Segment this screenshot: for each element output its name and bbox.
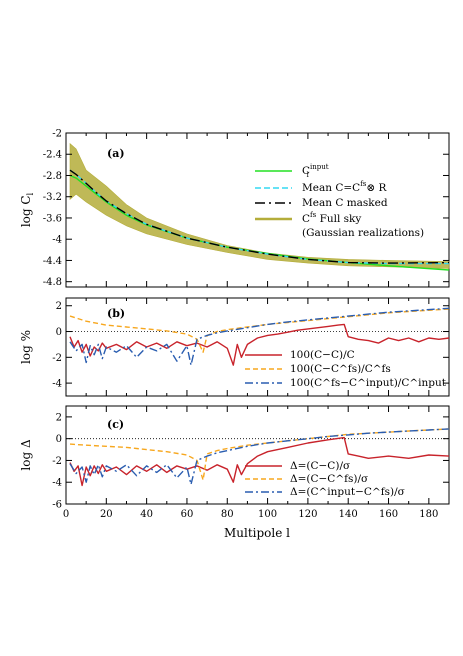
a-x-ticks <box>65 133 450 287</box>
x-tick-label-8: 160 <box>379 509 398 520</box>
panel-c: 2 0 -2 -4 -6 (c) log Δ Δ=(C−C)/σ Δ=(C−C^fs)/… <box>19 405 450 511</box>
b-y-tick-label-3: -4 <box>52 379 62 390</box>
panel-a: -2-2.4-2.8-3.2-3.6-4-4.4-4.8 (a) log Cl … <box>19 129 450 288</box>
a-band-group <box>69 142 450 269</box>
a-legend-label-3: Cfs Full sky <box>302 211 361 225</box>
panel-a-frame <box>65 132 450 288</box>
b-y-tick-label-2: -2 <box>52 353 62 364</box>
panel-b: 2 0 -2 -4 (b) log % 100(C−C)/C 100(C−C^fs)/… <box>19 297 450 397</box>
c-y-tick-label-1: 0 <box>56 434 62 445</box>
a-band-realizations <box>69 142 450 269</box>
c-y-tick-label-0: 2 <box>56 412 62 423</box>
panel-b-frame <box>65 297 450 397</box>
a-y-tick-label-6: -4.4 <box>43 256 62 267</box>
a-y-tick-label-2: -2.8 <box>43 171 62 182</box>
b-legend: 100(C−C)/C 100(C−C^fs)/C^fs 100(C^fs−C^i… <box>245 349 447 389</box>
b-legend-label-2: 100(C^fs−C^input)/C^input <box>290 377 447 389</box>
c-legend-label-1: Δ=(C−C^fs)/σ <box>290 473 368 485</box>
c-x-ticks <box>65 406 450 504</box>
x-tick-label-1: 20 <box>100 509 113 520</box>
x-tick-label-6: 120 <box>298 509 317 520</box>
c-series-1 <box>69 428 450 481</box>
x-tick-label-2: 40 <box>140 509 153 520</box>
a-y-ticks: -2 -2.4 -2.8 -3.2 -3.6 -4 -4.4 -4.8 <box>43 129 449 288</box>
c-y-tick-label-2: -2 <box>52 456 62 467</box>
x-tick-label-7: 140 <box>339 509 358 520</box>
b-legend-label-0: 100(C−C)/C <box>290 349 355 361</box>
a-y-tick-label-4: -3.6 <box>43 213 62 224</box>
x-tick-labels: 0 20 40 60 80 100 120 140 160 180 <box>63 509 439 520</box>
panel-b-tag: (b) <box>107 307 125 320</box>
c-y-ticks: 2 0 -2 -4 -6 <box>52 412 449 511</box>
a-legend-label-2: Mean C masked <box>302 197 388 209</box>
a-legend-label-0: Cinput l <box>302 163 329 179</box>
c-legend: Δ=(C−C)/σ Δ=(C−C^fs)/σ Δ=(C^input−C^fs)/… <box>245 460 405 498</box>
b-series-2 <box>69 307 450 366</box>
b-y-axis-title: log % <box>19 330 33 364</box>
a-y-tick-label-7: -4.8 <box>43 277 62 288</box>
x-tick-label-5: 100 <box>258 509 277 520</box>
a-legend-label-1: Mean C=Cfs⊗ R <box>302 180 388 194</box>
c-legend-label-0: Δ=(C−C)/σ <box>290 460 350 472</box>
c-y-tick-label-3: -4 <box>52 478 62 489</box>
c-series-0 <box>69 436 450 487</box>
x-tick-label-9: 180 <box>419 509 438 520</box>
a-legend-label-3b: (Gaussian realizations) <box>302 227 424 239</box>
c-series-group <box>66 428 450 487</box>
x-axis-title: Multipole l <box>224 526 290 540</box>
b-series-1 <box>69 308 450 353</box>
a-series-2 <box>69 169 450 264</box>
a-legend: Cinput l Mean C=Cfs⊗ R Mean C masked Cfs … <box>255 163 424 239</box>
c-y-axis-title: log Δ <box>19 439 33 471</box>
x-tick-label-0: 0 <box>63 509 69 520</box>
b-legend-label-1: 100(C−C^fs)/C^fs <box>290 363 391 375</box>
a-series-group <box>69 169 450 271</box>
a-y-tick-label-0: -2 <box>52 129 62 140</box>
c-legend-label-2: Δ=(C^input−C^fs)/σ <box>290 486 405 498</box>
b-series-group <box>66 307 450 366</box>
x-tick-label-4: 80 <box>221 509 234 520</box>
b-x-ticks <box>65 298 450 396</box>
b-y-tick-label-0: 2 <box>56 301 62 312</box>
a-y-tick-label-5: -4 <box>52 235 62 246</box>
a-y-tick-label-1: -2.4 <box>43 150 62 161</box>
c-series-2 <box>69 428 450 486</box>
panel-a-tag: (a) <box>107 147 125 160</box>
panel-c-tag: (c) <box>107 418 124 431</box>
x-tick-label-3: 60 <box>181 509 194 520</box>
a-y-tick-label-3: -3.2 <box>43 192 62 203</box>
b-y-ticks: 2 0 -2 -4 <box>52 301 449 390</box>
a-y-axis-title: log Cl <box>19 192 35 227</box>
b-series-0 <box>69 323 450 366</box>
c-y-tick-label-4: -6 <box>52 500 62 511</box>
panel-c-frame <box>65 405 450 505</box>
b-y-tick-label-1: 0 <box>56 327 62 338</box>
